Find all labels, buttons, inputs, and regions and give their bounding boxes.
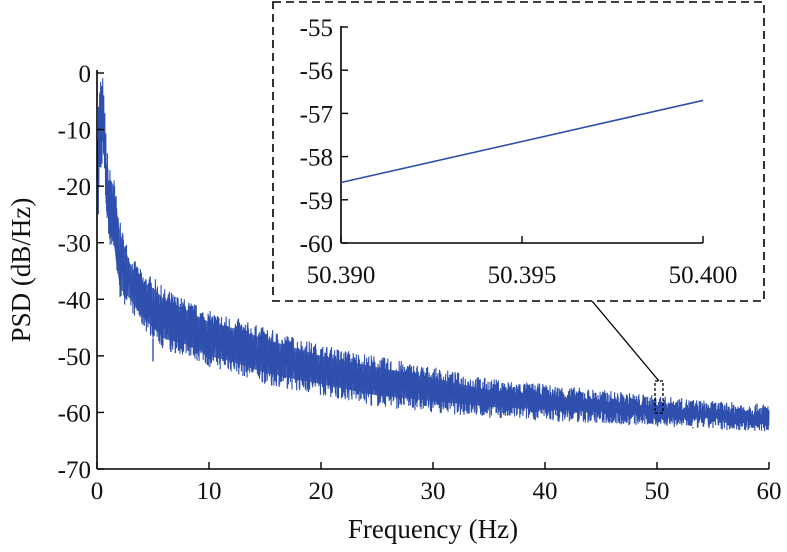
inset-y-tick-label: -59	[300, 188, 333, 215]
x-tick-label: 20	[309, 478, 334, 505]
inset-y-tick-label: -58	[300, 145, 333, 172]
y-tick-label: -10	[58, 118, 91, 145]
inset-x-tick-label: 50.390	[307, 262, 376, 289]
x-tick-label: 0	[91, 478, 104, 505]
y-tick-label: -40	[58, 287, 91, 314]
inset-plot-area	[340, 99, 704, 184]
psd-noise-band	[110, 179, 769, 421]
inset-frame	[272, 1, 765, 302]
x-axis-title: Frequency (Hz)	[348, 514, 518, 544]
y-axis-title: PSD (dB/Hz)	[6, 198, 36, 343]
inset-y-tick-label: -55	[300, 15, 333, 42]
x-tick-label: 50	[645, 478, 670, 505]
y-tick-label: -60	[58, 400, 91, 427]
y-tick-label: -50	[58, 344, 91, 371]
inset-chart: 50.390 50.395 50.400 -55 -56 -57 -58 -59 -60	[272, 1, 765, 302]
inset-y-tick-label: -56	[300, 58, 333, 85]
y-tick-label: 0	[79, 61, 92, 88]
inset-x-tick-label: 50.395	[488, 262, 557, 289]
inset-y-tick-label: -60	[300, 231, 333, 258]
x-tick-label: 60	[757, 478, 782, 505]
main-chart: 0 10 20 30 40 50 60 0 -10 -20 -30 -40 -50 -60 -70 Fre…	[6, 61, 782, 544]
inset-series-line	[340, 99, 704, 184]
inset-y-ticks: -55 -56 -57 -58 -59 -60	[300, 15, 348, 258]
inset-x-ticks: 50.390 50.395 50.400	[307, 236, 738, 289]
x-tick-label: 40	[533, 478, 558, 505]
x-tick-label: 30	[421, 478, 446, 505]
zoom-connector-line	[591, 300, 660, 382]
inset-x-tick-label: 50.400	[669, 262, 738, 289]
main-plot-area	[97, 78, 770, 432]
y-tick-label: -30	[58, 231, 91, 258]
y-tick-label: -20	[58, 174, 91, 201]
y-ticks: 0 -10 -20 -30 -40 -50 -60 -70	[58, 61, 104, 484]
x-ticks: 0 10 20 30 40 50 60	[91, 462, 782, 505]
x-tick-label: 10	[197, 478, 222, 505]
y-tick-label: -70	[58, 457, 91, 484]
inset-y-tick-label: -57	[300, 101, 333, 128]
